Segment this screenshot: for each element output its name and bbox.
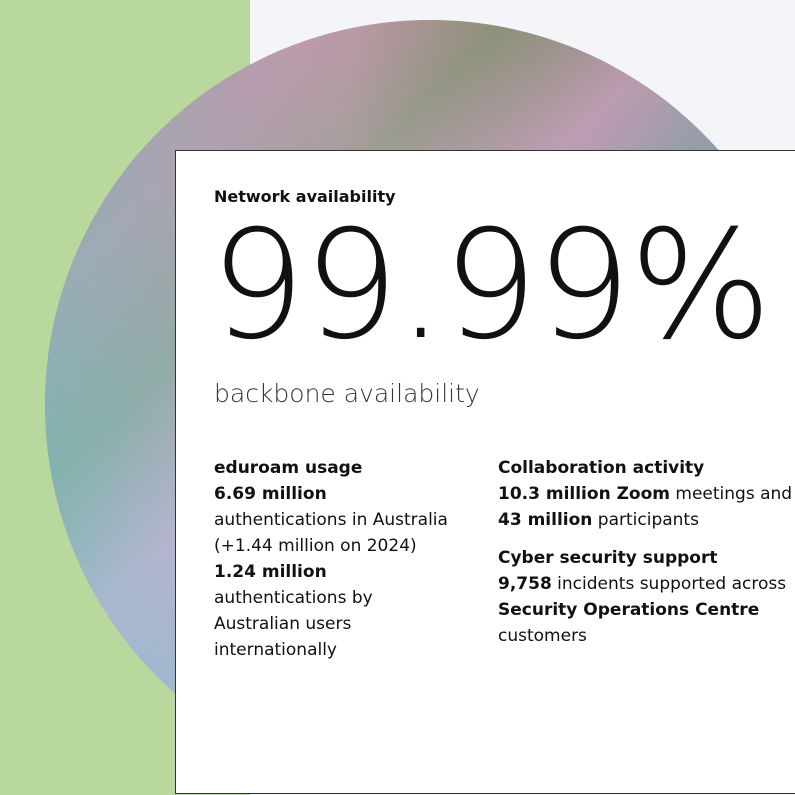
text: customers bbox=[498, 626, 587, 646]
stat-line: authentications in Australia bbox=[214, 507, 464, 533]
big-number: 99.99% bbox=[210, 211, 770, 361]
section-title: Cyber security support bbox=[498, 545, 795, 571]
page: Network availability 99.99% backbone ava… bbox=[0, 0, 795, 795]
text: authentications by Australian users inte… bbox=[214, 588, 373, 660]
stat-text: 9,758 incidents supported across Securit… bbox=[498, 571, 795, 649]
left-column: eduroam usage 6.69 million authentication… bbox=[214, 455, 464, 663]
bold-text: 43 million bbox=[498, 510, 592, 530]
section-title: eduroam usage bbox=[214, 455, 464, 481]
stat-line: authentications by Australian users inte… bbox=[214, 585, 464, 663]
bold-text: 9,758 bbox=[498, 574, 552, 594]
bold-text: 6.69 million bbox=[214, 484, 327, 504]
bold-text: 10.3 million Zoom bbox=[498, 484, 670, 504]
text: meetings and bbox=[670, 484, 792, 504]
text: authentications in Australia bbox=[214, 510, 448, 530]
text: (+1.44 million on 2024) bbox=[214, 536, 417, 556]
big-caption: backbone availability bbox=[214, 379, 480, 408]
text: participants bbox=[592, 510, 699, 530]
stat-line: (+1.44 million on 2024) bbox=[214, 533, 464, 559]
stat-line: 1.24 million bbox=[214, 559, 464, 585]
stats-card: Network availability 99.99% backbone ava… bbox=[175, 150, 795, 794]
bold-text: Security Operations Centre bbox=[498, 600, 759, 620]
text: incidents supported across bbox=[552, 574, 786, 594]
stat-line: 6.69 million bbox=[214, 481, 464, 507]
bold-text: 1.24 million bbox=[214, 562, 327, 582]
stat-text: 10.3 million Zoom meetings and 43 millio… bbox=[498, 481, 795, 533]
section-title: Collaboration activity bbox=[498, 455, 795, 481]
